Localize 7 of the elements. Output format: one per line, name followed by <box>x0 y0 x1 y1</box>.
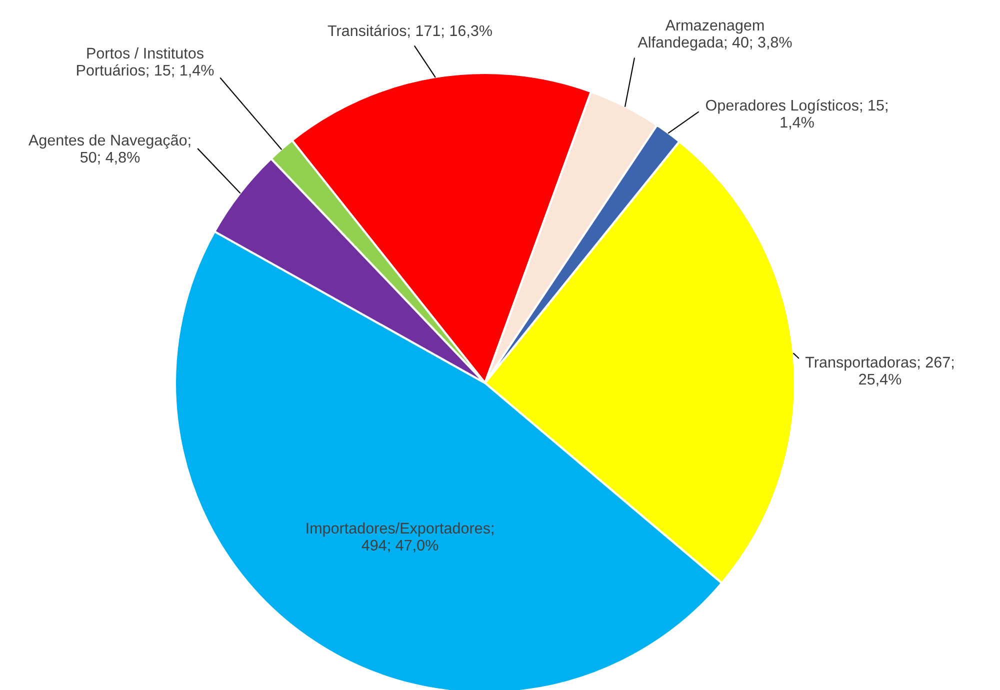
slice-label: Operadores Logísticos; 15; 1,4% <box>706 99 888 130</box>
slice-label: Transportadoras; 267; 25,4% <box>805 356 954 386</box>
slice-label: Importadores/Exportadores; 494; 47,0% <box>306 522 494 552</box>
slice-label: Portos / Institutos Portuários; 15; 1,4% <box>77 47 214 78</box>
slice-label: Armazenagem Alfandegada; 40; 3,8% <box>638 20 792 51</box>
slice-label: Transitários; 171; 16,3% <box>328 24 492 38</box>
slice-label: Agentes de Navegação; 50; 4,8% <box>28 134 190 164</box>
